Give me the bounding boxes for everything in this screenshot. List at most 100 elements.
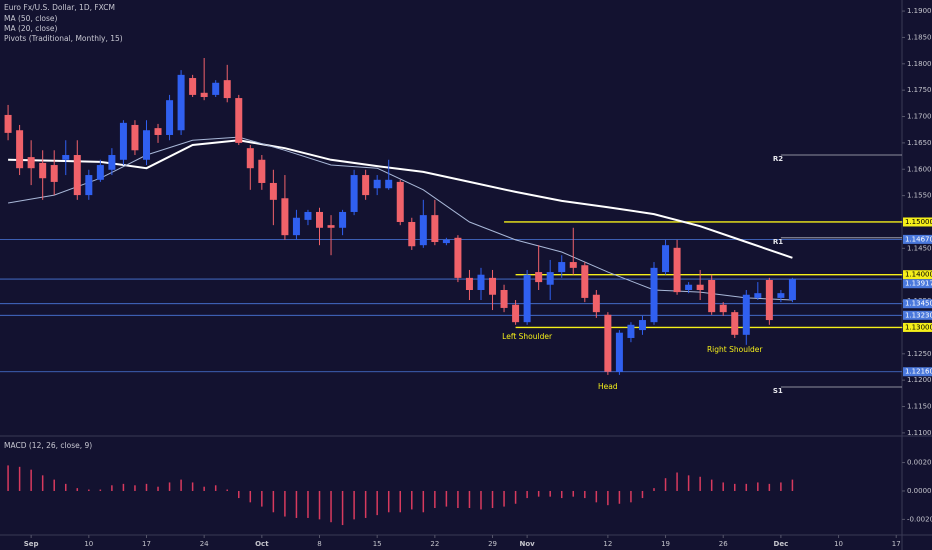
- candle-body: [4, 114, 12, 133]
- candle-body: [650, 267, 658, 323]
- macd-bar: [641, 490, 644, 499]
- candle-body: [454, 237, 462, 278]
- macd-bar: [699, 476, 701, 491]
- candle-body: [431, 215, 439, 243]
- x-tick-label: 22: [430, 540, 439, 548]
- candle-body: [281, 198, 289, 236]
- candle-body: [327, 225, 335, 228]
- ma-line: [8, 139, 793, 259]
- macd-bar: [722, 482, 724, 491]
- price-badge-label: 1.13450: [905, 300, 932, 308]
- macd-bar: [376, 490, 378, 516]
- y-tick-label: 0.0020: [907, 459, 932, 467]
- macd-bar: [733, 483, 736, 491]
- macd-bar: [537, 490, 540, 497]
- macd-bar: [88, 489, 90, 491]
- macd-bar: [514, 490, 517, 504]
- y-tick-label: 1.11000: [907, 429, 932, 437]
- y-tick-label: 0.0000: [907, 487, 932, 495]
- candle-body: [212, 82, 220, 95]
- y-tick-label: 1.12500: [907, 350, 932, 358]
- candle-body: [569, 262, 577, 268]
- macd-bar: [214, 485, 217, 491]
- candle-body: [339, 211, 347, 228]
- pivot-label: R2: [773, 155, 783, 163]
- price-badge: [903, 234, 932, 244]
- macd-bar: [664, 478, 667, 491]
- candle-body: [108, 155, 116, 170]
- macd-bar: [780, 482, 782, 491]
- price-badge-label: 1.14670: [905, 235, 932, 243]
- macd-bar: [284, 490, 286, 517]
- candle-body: [39, 162, 47, 179]
- candle-body: [604, 314, 612, 372]
- macd-bar: [30, 469, 32, 491]
- x-tick-label: Nov: [520, 540, 536, 548]
- y-tick-label: 1.19000: [907, 7, 932, 15]
- macd-bar: [526, 490, 528, 499]
- candle-body: [142, 130, 150, 160]
- candle-body: [662, 245, 670, 273]
- macd-bar: [145, 483, 148, 491]
- macd-bar: [445, 490, 448, 507]
- macd-bar: [307, 490, 309, 518]
- macd-bar: [710, 479, 713, 491]
- price-badge-label: 1.14000: [905, 271, 932, 279]
- x-tick-label: 10: [834, 540, 843, 548]
- candle-body: [673, 247, 681, 293]
- x-tick-label: 8: [317, 540, 321, 548]
- candle-body: [154, 128, 162, 135]
- price-badge-label: 1.13917: [905, 280, 932, 288]
- annotation: Right Shoulder: [707, 345, 763, 354]
- x-tick-label: 19: [661, 540, 670, 548]
- candle-body: [177, 74, 185, 131]
- price-badge: [903, 279, 932, 289]
- price-badge: [903, 367, 932, 377]
- pivot-label: R1: [773, 238, 783, 246]
- candle-body: [685, 284, 693, 290]
- chart-title: Euro Fx/U.S. Dollar, 1D, FXCM: [4, 3, 115, 12]
- macd-bar: [434, 490, 436, 509]
- price-badge: [903, 322, 932, 332]
- legend-pivots: Pivots (Traditional, Monthly, 15): [4, 34, 123, 43]
- macd-bar: [560, 490, 563, 499]
- candle-body: [708, 279, 716, 313]
- candle-body: [558, 262, 566, 273]
- candle-body: [373, 179, 381, 189]
- y-tick-label: 1.18500: [907, 33, 932, 41]
- candle-body: [50, 165, 58, 182]
- macd-bar: [791, 479, 794, 491]
- candle-body: [316, 211, 324, 228]
- macd-bar: [203, 486, 205, 491]
- macd-bar: [549, 490, 551, 497]
- price-badge: [903, 310, 932, 320]
- candle-body: [16, 130, 24, 169]
- candle-body: [189, 78, 197, 95]
- x-tick-label: 29: [488, 540, 497, 548]
- x-tick-label: 26: [719, 540, 728, 548]
- macd-bar: [607, 490, 609, 506]
- candle-body: [200, 92, 208, 98]
- macd-bar: [18, 466, 21, 491]
- annotation: Head: [598, 382, 618, 391]
- candle-body: [119, 122, 127, 160]
- candle-body: [546, 272, 554, 285]
- candle-body: [85, 175, 93, 196]
- price-badge-label: 1.15000: [905, 218, 932, 226]
- price-badge-label: 1.12160: [905, 368, 932, 376]
- candle-body: [223, 80, 231, 99]
- candle-body: [408, 221, 416, 247]
- macd-bar: [157, 486, 159, 491]
- macd-bar: [191, 482, 194, 491]
- macd-bar: [572, 490, 575, 497]
- macd-bar: [122, 483, 125, 491]
- macd-bar: [64, 483, 67, 491]
- macd-bar: [584, 490, 586, 499]
- macd-bar: [41, 475, 44, 491]
- candle-body: [362, 175, 370, 196]
- macd-bar: [653, 488, 655, 491]
- macd-bar: [53, 479, 55, 491]
- candle-body: [385, 179, 393, 189]
- x-tick-label: 17: [142, 540, 151, 548]
